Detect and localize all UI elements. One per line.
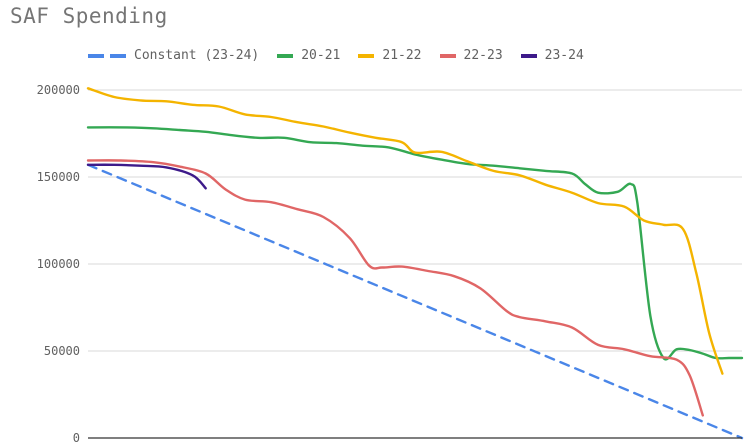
legend-swatch-20-21 (277, 53, 294, 58)
legend-label-23-24: 23-24 (544, 48, 584, 63)
series-line-21-22 (86, 87, 724, 375)
y-tick-label: 0 (73, 431, 80, 445)
y-tick-label: 200000 (37, 83, 80, 97)
legend-item-22-23: 22-23 (439, 48, 503, 63)
y-tick-label: 150000 (37, 170, 80, 184)
series-line-23-24 (86, 163, 207, 190)
series-line-20-21 (86, 126, 744, 361)
legend-label-constant: Constant (23-24) (134, 48, 260, 63)
y-tick-label: 50000 (44, 344, 80, 358)
legend-item-constant: Constant (23-24) (88, 48, 259, 63)
legend-swatch-23-24 (520, 53, 537, 58)
legend-item-21-22: 21-22 (358, 48, 422, 63)
legend-label-22-23: 22-23 (463, 48, 503, 63)
legend-swatch-constant (88, 53, 126, 58)
legend-swatch-22-23 (439, 53, 456, 58)
y-axis-tick-labels: 0 50000 100000 150000 200000 (37, 83, 80, 445)
chart-title: SAF Spending (10, 4, 168, 28)
legend-label-21-22: 21-22 (382, 48, 422, 63)
legend-item-23-24: 23-24 (520, 48, 584, 63)
series-line-22-23 (86, 159, 704, 417)
legend-swatch-21-22 (358, 53, 375, 58)
legend-label-20-21: 20-21 (301, 48, 341, 63)
series-line-constant-23-24 (86, 163, 744, 440)
legend-item-20-21: 20-21 (277, 48, 340, 63)
y-tick-label: 100000 (37, 257, 80, 271)
series-lines (86, 87, 744, 440)
legend: Constant (23-24) 20-21 21-22 22-23 23-24 (88, 48, 602, 63)
